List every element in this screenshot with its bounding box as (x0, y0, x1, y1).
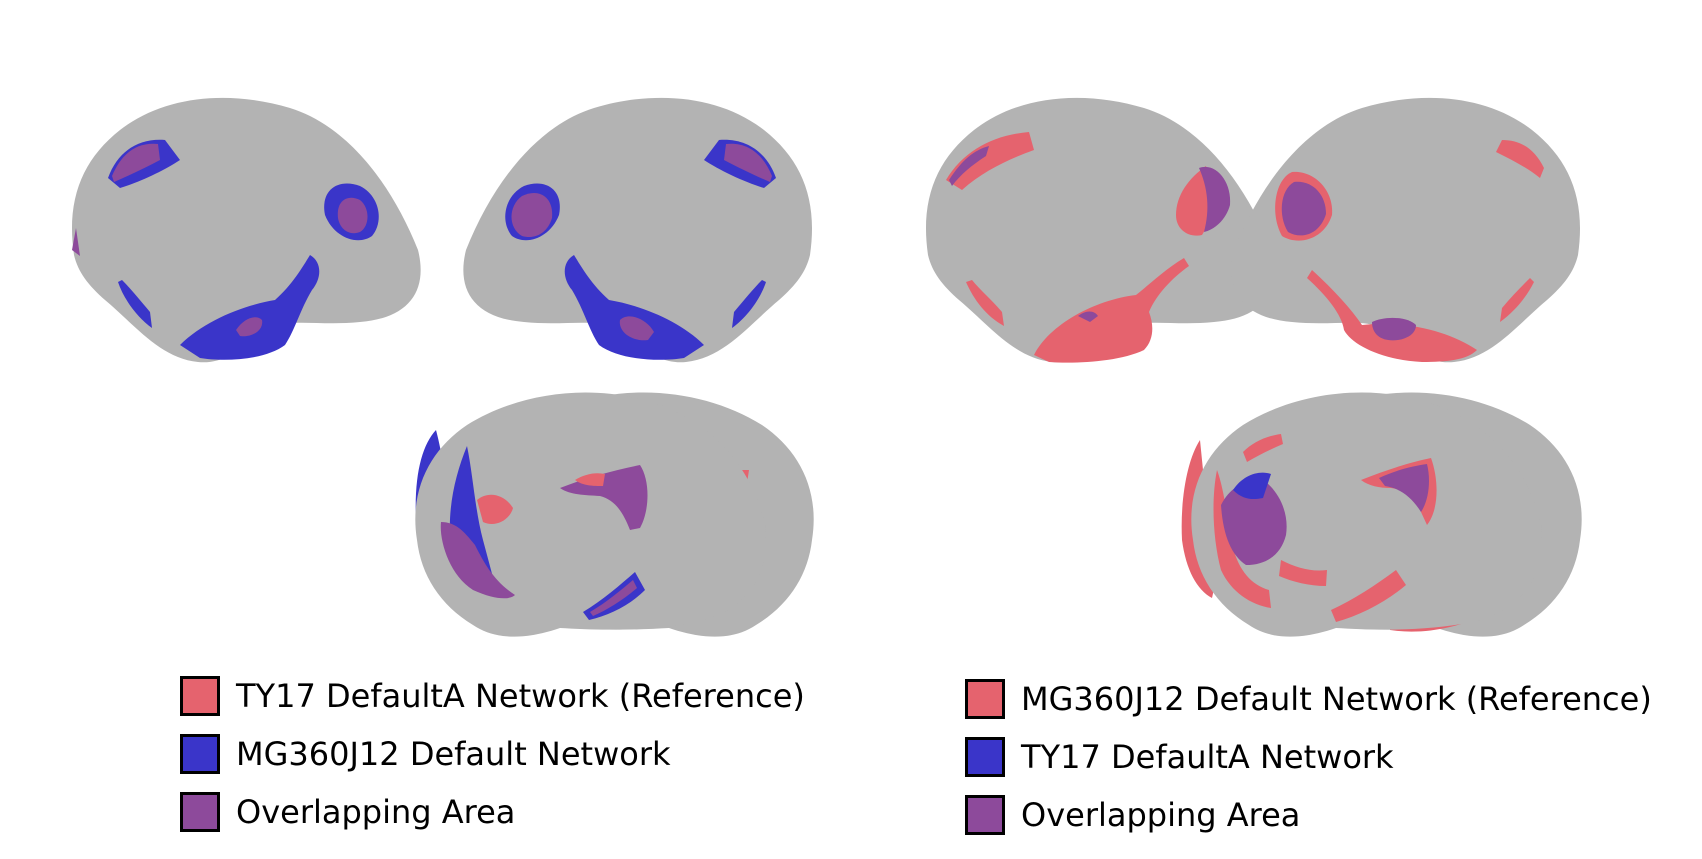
legend-item-comparison: MG360J12 Default Network (180, 725, 805, 783)
brain-lateral-left-hemisphere (71, 97, 421, 363)
right-panel (925, 97, 1582, 637)
legend-right: MG360J12 Default Network (Reference) TY1… (965, 670, 1652, 844)
region-comparison (1233, 472, 1271, 500)
legend-left: TY17 DefaultA Network (Reference) MG360J… (180, 667, 805, 841)
brain-medial-right-hemisphere (1191, 392, 1542, 637)
region-reference (1279, 560, 1327, 586)
brain-lateral-left-hemisphere (925, 97, 1275, 363)
region-reference (1500, 278, 1534, 322)
legend-item-reference: TY17 DefaultA Network (Reference) (180, 667, 805, 725)
region-reference (1331, 570, 1406, 622)
region-overlap (1221, 480, 1287, 565)
region-reference (1213, 470, 1271, 608)
region-comparison (732, 280, 766, 328)
region-overlap (1372, 317, 1416, 341)
region-overlap (112, 143, 160, 182)
region-overlap (619, 316, 654, 341)
region-reference (1034, 258, 1189, 363)
region-overlap (511, 192, 553, 238)
region-overlap (440, 522, 515, 599)
region-overlap (337, 197, 368, 234)
region-reference (575, 473, 605, 486)
region-comparison (118, 280, 152, 328)
region-reference (1307, 270, 1477, 362)
legend-item-overlap: Overlapping Area (965, 786, 1652, 844)
region-comparison (564, 255, 704, 360)
legend-swatch-overlap (180, 792, 220, 832)
region-comparison (180, 255, 320, 360)
legend-swatch-overlap (965, 795, 1005, 835)
region-reference (1243, 434, 1283, 462)
legend-label: Overlapping Area (1021, 796, 1301, 834)
legend-label: Overlapping Area (236, 793, 516, 831)
brain-lateral-right-hemisphere (1231, 97, 1581, 363)
region-overlap (1078, 311, 1098, 322)
region-overlap (1281, 181, 1326, 236)
region-reference (477, 494, 513, 525)
region-reference (966, 280, 1004, 326)
region-reference (1496, 140, 1544, 178)
legend-item-reference: MG360J12 Default Network (Reference) (965, 670, 1652, 728)
region-overlap (590, 580, 637, 616)
region-overlap (724, 143, 772, 182)
region-overlap (949, 146, 989, 186)
region-overlap (72, 228, 80, 256)
legend-label: TY17 DefaultA Network (Reference) (236, 677, 805, 715)
region-overlap (1199, 166, 1231, 232)
legend-label: MG360J12 Default Network (Reference) (1021, 680, 1652, 718)
left-panel (71, 97, 814, 637)
region-reference (1176, 166, 1211, 236)
legend-label: MG360J12 Default Network (236, 735, 671, 773)
legend-swatch-reference (180, 676, 220, 716)
brain-lateral-right-hemisphere (463, 97, 813, 363)
legend-swatch-reference (965, 679, 1005, 719)
legend-item-overlap: Overlapping Area (180, 783, 805, 841)
legend-label: TY17 DefaultA Network (1021, 738, 1394, 776)
legend-swatch-comparison (180, 734, 220, 774)
region-overlap (236, 317, 263, 337)
brain-medial-right-hemisphere (415, 392, 766, 637)
legend-swatch-comparison (965, 737, 1005, 777)
legend-item-comparison: TY17 DefaultA Network (965, 728, 1652, 786)
region-overlap (1379, 464, 1429, 512)
region-reference (946, 132, 1034, 190)
